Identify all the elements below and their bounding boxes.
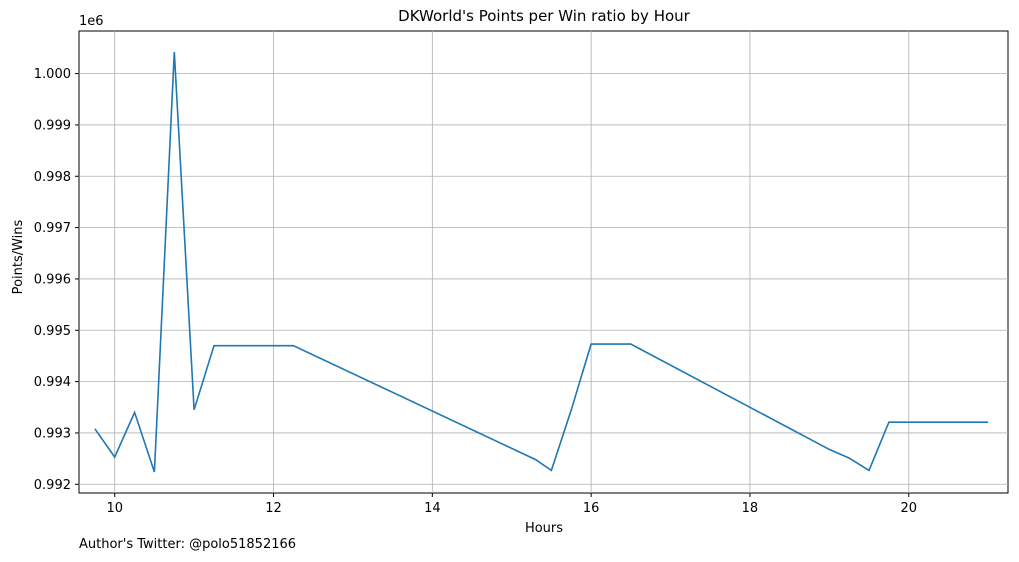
- y-axis-label: Points/Wins: [11, 219, 26, 294]
- plot-area: [78, 30, 1009, 494]
- y-tick-label: 0.998: [34, 170, 71, 185]
- y-tick-label: 0.994: [34, 375, 71, 390]
- axis-ticks: 10 12 14 16 18 20 0.992 0.993 0.994 0.995 0.996 0.9…: [34, 67, 917, 516]
- y-tick-label: 0.995: [34, 324, 71, 339]
- x-tick-label: 16: [583, 501, 600, 516]
- gridlines: [79, 31, 1008, 493]
- x-axis-label: Hours: [525, 521, 563, 536]
- x-tick-label: 14: [424, 501, 441, 516]
- x-tick-label: 12: [265, 501, 282, 516]
- chart-title: DKWorld's Points per Win ratio by Hour: [398, 7, 690, 25]
- y-offset-text: 1e6: [79, 14, 104, 29]
- x-tick-label: 20: [900, 501, 917, 516]
- x-tick-label: 10: [106, 501, 123, 516]
- y-tick-label: 0.992: [34, 478, 71, 493]
- author-footer: Author's Twitter: @polo51852166: [79, 537, 297, 552]
- y-tick-label: 0.993: [34, 426, 71, 441]
- y-tick-label: 0.997: [34, 221, 71, 236]
- y-tick-label: 0.999: [34, 118, 71, 133]
- x-tick-label: 18: [742, 501, 759, 516]
- y-tick-label: 0.996: [34, 272, 71, 287]
- y-tick-label: 1.000: [34, 67, 71, 82]
- series-line: [94, 51, 989, 473]
